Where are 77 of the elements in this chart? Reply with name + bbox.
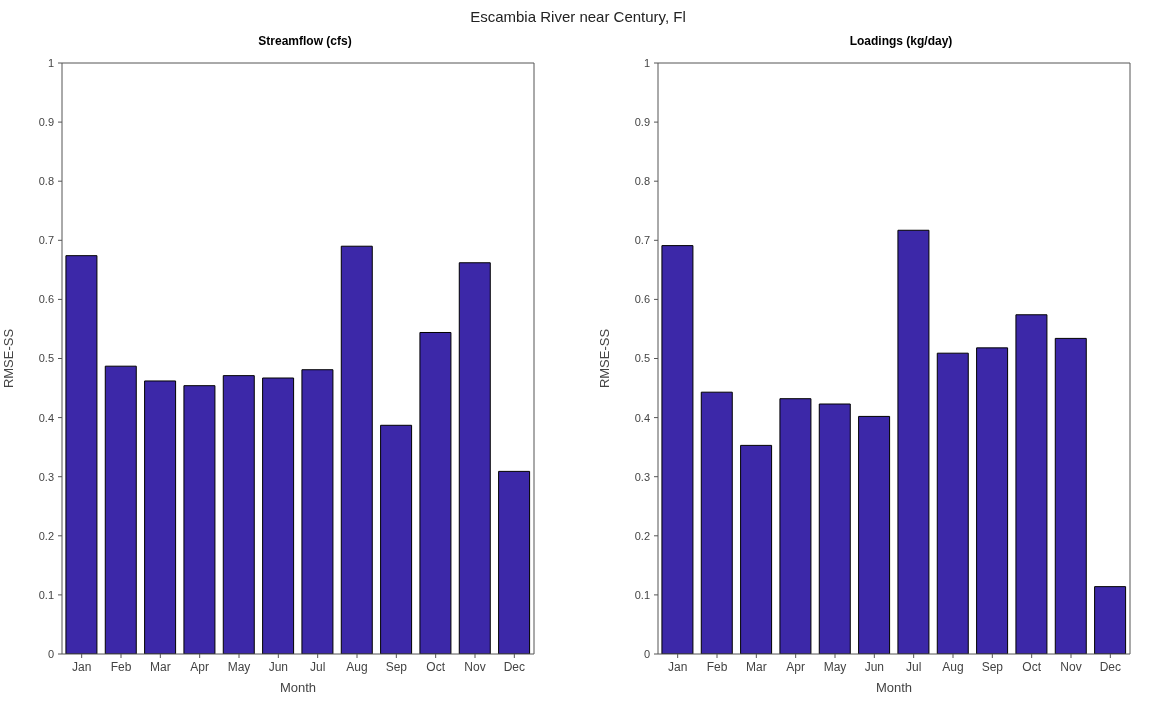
y-tick-label: 1 [47, 56, 54, 69]
bar [104, 365, 137, 654]
x-tick-label: Feb [110, 659, 132, 674]
y-tick-label: 0.4 [634, 411, 650, 424]
bar [818, 403, 851, 654]
bar [661, 245, 694, 654]
bar [740, 444, 773, 654]
bar [779, 398, 812, 654]
y-tick-label: 0.3 [38, 470, 54, 483]
x-tick-label: Aug [346, 659, 368, 674]
text: Escambia River near Century, Fl [469, 8, 687, 25]
x-tick-label: Jul [309, 659, 326, 674]
y-tick-label: 0.2 [634, 529, 650, 542]
x-tick-label: Oct [1022, 659, 1042, 674]
y-tick-label: 0.7 [634, 234, 650, 247]
bar [1054, 337, 1087, 654]
y-tick-label: 0.6 [38, 293, 54, 306]
x-tick-label: May [227, 659, 251, 674]
x-axis-title: Month [279, 680, 317, 695]
y-axis-title: RMSE-SS [0, 328, 16, 389]
chart-title: Loadings (kg/day) [848, 34, 954, 48]
x-tick-label: Dec [503, 659, 526, 674]
y-tick-label: 0.4 [38, 411, 54, 424]
y-tick-label: 0.1 [38, 588, 54, 601]
y-tick-label: 0.1 [634, 588, 650, 601]
y-tick-label: 0.9 [38, 116, 54, 129]
bar [419, 332, 452, 654]
x-tick-label: Sep [385, 659, 408, 674]
x-tick-label: Jul [905, 659, 922, 674]
bar [380, 424, 413, 654]
y-tick-label: 0.5 [634, 352, 650, 365]
chart-title: Streamflow (cfs) [257, 34, 353, 48]
bar [498, 470, 531, 654]
bar [458, 262, 491, 654]
y-tick-label: 0.7 [38, 234, 54, 247]
y-tick-label: 0.9 [634, 116, 650, 129]
bar [976, 347, 1009, 654]
x-tick-label: Oct [426, 659, 446, 674]
x-tick-label: Dec [1099, 659, 1122, 674]
x-tick-label: Mar [746, 659, 767, 674]
bar [936, 352, 969, 654]
x-tick-label: Jun [268, 659, 289, 674]
bar [222, 375, 255, 654]
x-tick-label: Mar [150, 659, 171, 674]
bar [700, 391, 733, 654]
x-tick-label: Apr [190, 659, 210, 674]
x-tick-label: Feb [706, 659, 728, 674]
y-tick-label: 0.8 [38, 175, 54, 188]
x-tick-label: Aug [942, 659, 964, 674]
x-tick-label: Jan [71, 659, 92, 674]
bar [301, 369, 334, 654]
bar [144, 380, 177, 654]
y-tick-label: 0.6 [634, 293, 650, 306]
y-tick-label: 0.5 [38, 352, 54, 365]
y-tick-label: 0.8 [634, 175, 650, 188]
x-tick-label: Nov [464, 659, 486, 674]
bar [65, 255, 98, 654]
bar [262, 377, 295, 654]
y-axis-title: RMSE-SS [596, 328, 612, 389]
bar [897, 229, 930, 654]
x-tick-label: Jun [864, 659, 885, 674]
y-tick-label: 0 [47, 647, 54, 660]
x-tick-label: Sep [981, 659, 1004, 674]
y-tick-label: 0.3 [634, 470, 650, 483]
y-tick-label: 0.2 [38, 529, 54, 542]
y-tick-label: 0 [643, 647, 650, 660]
bar [858, 415, 891, 654]
x-axis-title: Month [875, 680, 913, 695]
x-tick-label: Apr [786, 659, 806, 674]
bar [183, 385, 216, 654]
x-tick-label: Nov [1060, 659, 1082, 674]
x-tick-label: Jan [667, 659, 688, 674]
bar [1015, 314, 1048, 654]
x-tick-label: May [823, 659, 847, 674]
bar [340, 245, 373, 654]
y-tick-label: 1 [643, 56, 650, 69]
bar [1094, 586, 1127, 654]
